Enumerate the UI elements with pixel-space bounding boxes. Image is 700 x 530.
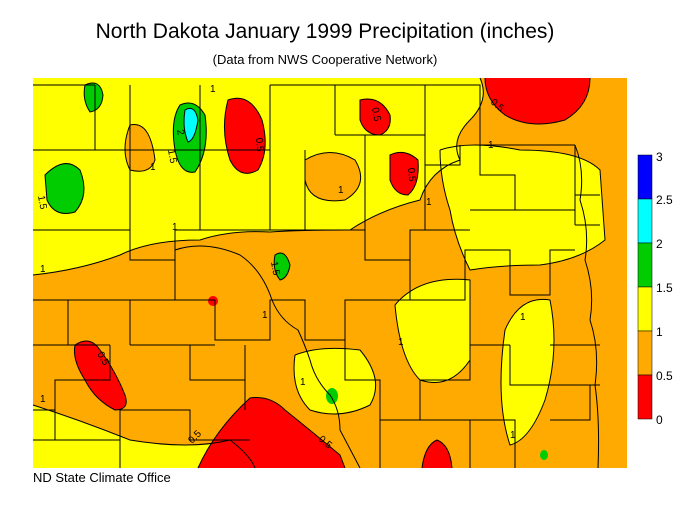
legend-label-15: 1.5 xyxy=(656,281,673,295)
legend-label-0: 0 xyxy=(656,413,663,427)
map-subtitle: (Data from NWS Cooperative Network) xyxy=(212,52,438,67)
legend-swatch-3 xyxy=(637,154,653,200)
green-zone-south-spot xyxy=(326,388,338,404)
legend-label-2: 2 xyxy=(656,237,663,251)
contour-lines xyxy=(32,77,606,469)
green-zone-southeast-spot xyxy=(540,450,548,460)
legend-swatch-25 xyxy=(637,198,653,244)
red-zone-north xyxy=(360,99,391,135)
red-zone-southeast xyxy=(422,440,452,468)
yellow-zone-central xyxy=(395,279,470,383)
contour-label-1-central: 1 xyxy=(338,185,344,196)
yellow-zone-south xyxy=(294,348,376,414)
contour-label-15-north: 1.5 xyxy=(165,149,178,165)
contour-label-1-northeast: 1 xyxy=(488,140,494,151)
map-title: North Dakota January 1999 Precipitation … xyxy=(95,20,555,43)
green-zone-west xyxy=(45,163,84,214)
red-zone-northeast-small xyxy=(390,152,419,195)
legend-swatch-2 xyxy=(637,242,653,288)
contour-label-1-central-3: 1 xyxy=(262,310,268,321)
yellow-zone-east xyxy=(501,299,554,445)
legend-swatch-05 xyxy=(637,374,653,420)
red-zone-west xyxy=(74,341,127,410)
contour-label-15-west: 1.5 xyxy=(35,195,48,211)
contour-label-1-southeast: 1 xyxy=(510,430,516,441)
red-zone-south xyxy=(198,397,345,468)
credit-text: ND State Climate Office xyxy=(33,470,171,485)
yellow-zone-southwest xyxy=(33,405,255,468)
contour-label-1-center: 1 xyxy=(398,337,404,348)
contour-label-05-northeast-small: 0.5 xyxy=(405,167,417,182)
contour-label-1-east-2: 1 xyxy=(520,312,526,323)
red-river xyxy=(574,144,600,469)
legend-label-25: 2.5 xyxy=(656,193,673,207)
contour-label-2-north: 2 xyxy=(174,129,186,137)
contour-label-1-central-2: 1 xyxy=(172,222,178,233)
contour-label-05-north: 0.5 xyxy=(369,107,382,123)
contour-label-1-north: 1 xyxy=(210,84,216,95)
contour-label-1-southwest: 1 xyxy=(40,394,46,405)
color-legend xyxy=(637,154,653,420)
missouri-river xyxy=(174,245,361,469)
contour-label-1-northwest: 1 xyxy=(150,162,156,173)
yellow-zone-cutout-1 xyxy=(305,152,361,201)
green-zone-central xyxy=(274,252,290,280)
yellow-zone-cutout-2 xyxy=(125,124,155,172)
contour-label-1-east: 1 xyxy=(426,197,432,208)
contour-label-15-central: 1.5 xyxy=(268,261,281,277)
red-zone-spot xyxy=(208,296,218,306)
red-zone-northeast xyxy=(485,78,590,124)
contour-label-05-north-central: 0.5 xyxy=(253,137,265,152)
red-zone-north-central xyxy=(224,98,266,174)
legend-swatch-1 xyxy=(637,330,653,376)
contour-label-1-south: 1 xyxy=(300,377,306,388)
legend-swatch-15 xyxy=(637,286,653,332)
county-boundaries xyxy=(33,84,600,468)
legend-label-05: 0.5 xyxy=(656,369,673,383)
yellow-zone-northeast xyxy=(440,145,605,270)
legend-label-1: 1 xyxy=(656,325,663,339)
green-zone-northwest xyxy=(84,82,103,112)
legend-label-3: 3 xyxy=(656,150,663,164)
contour-label-1-west: 1 xyxy=(40,264,46,275)
